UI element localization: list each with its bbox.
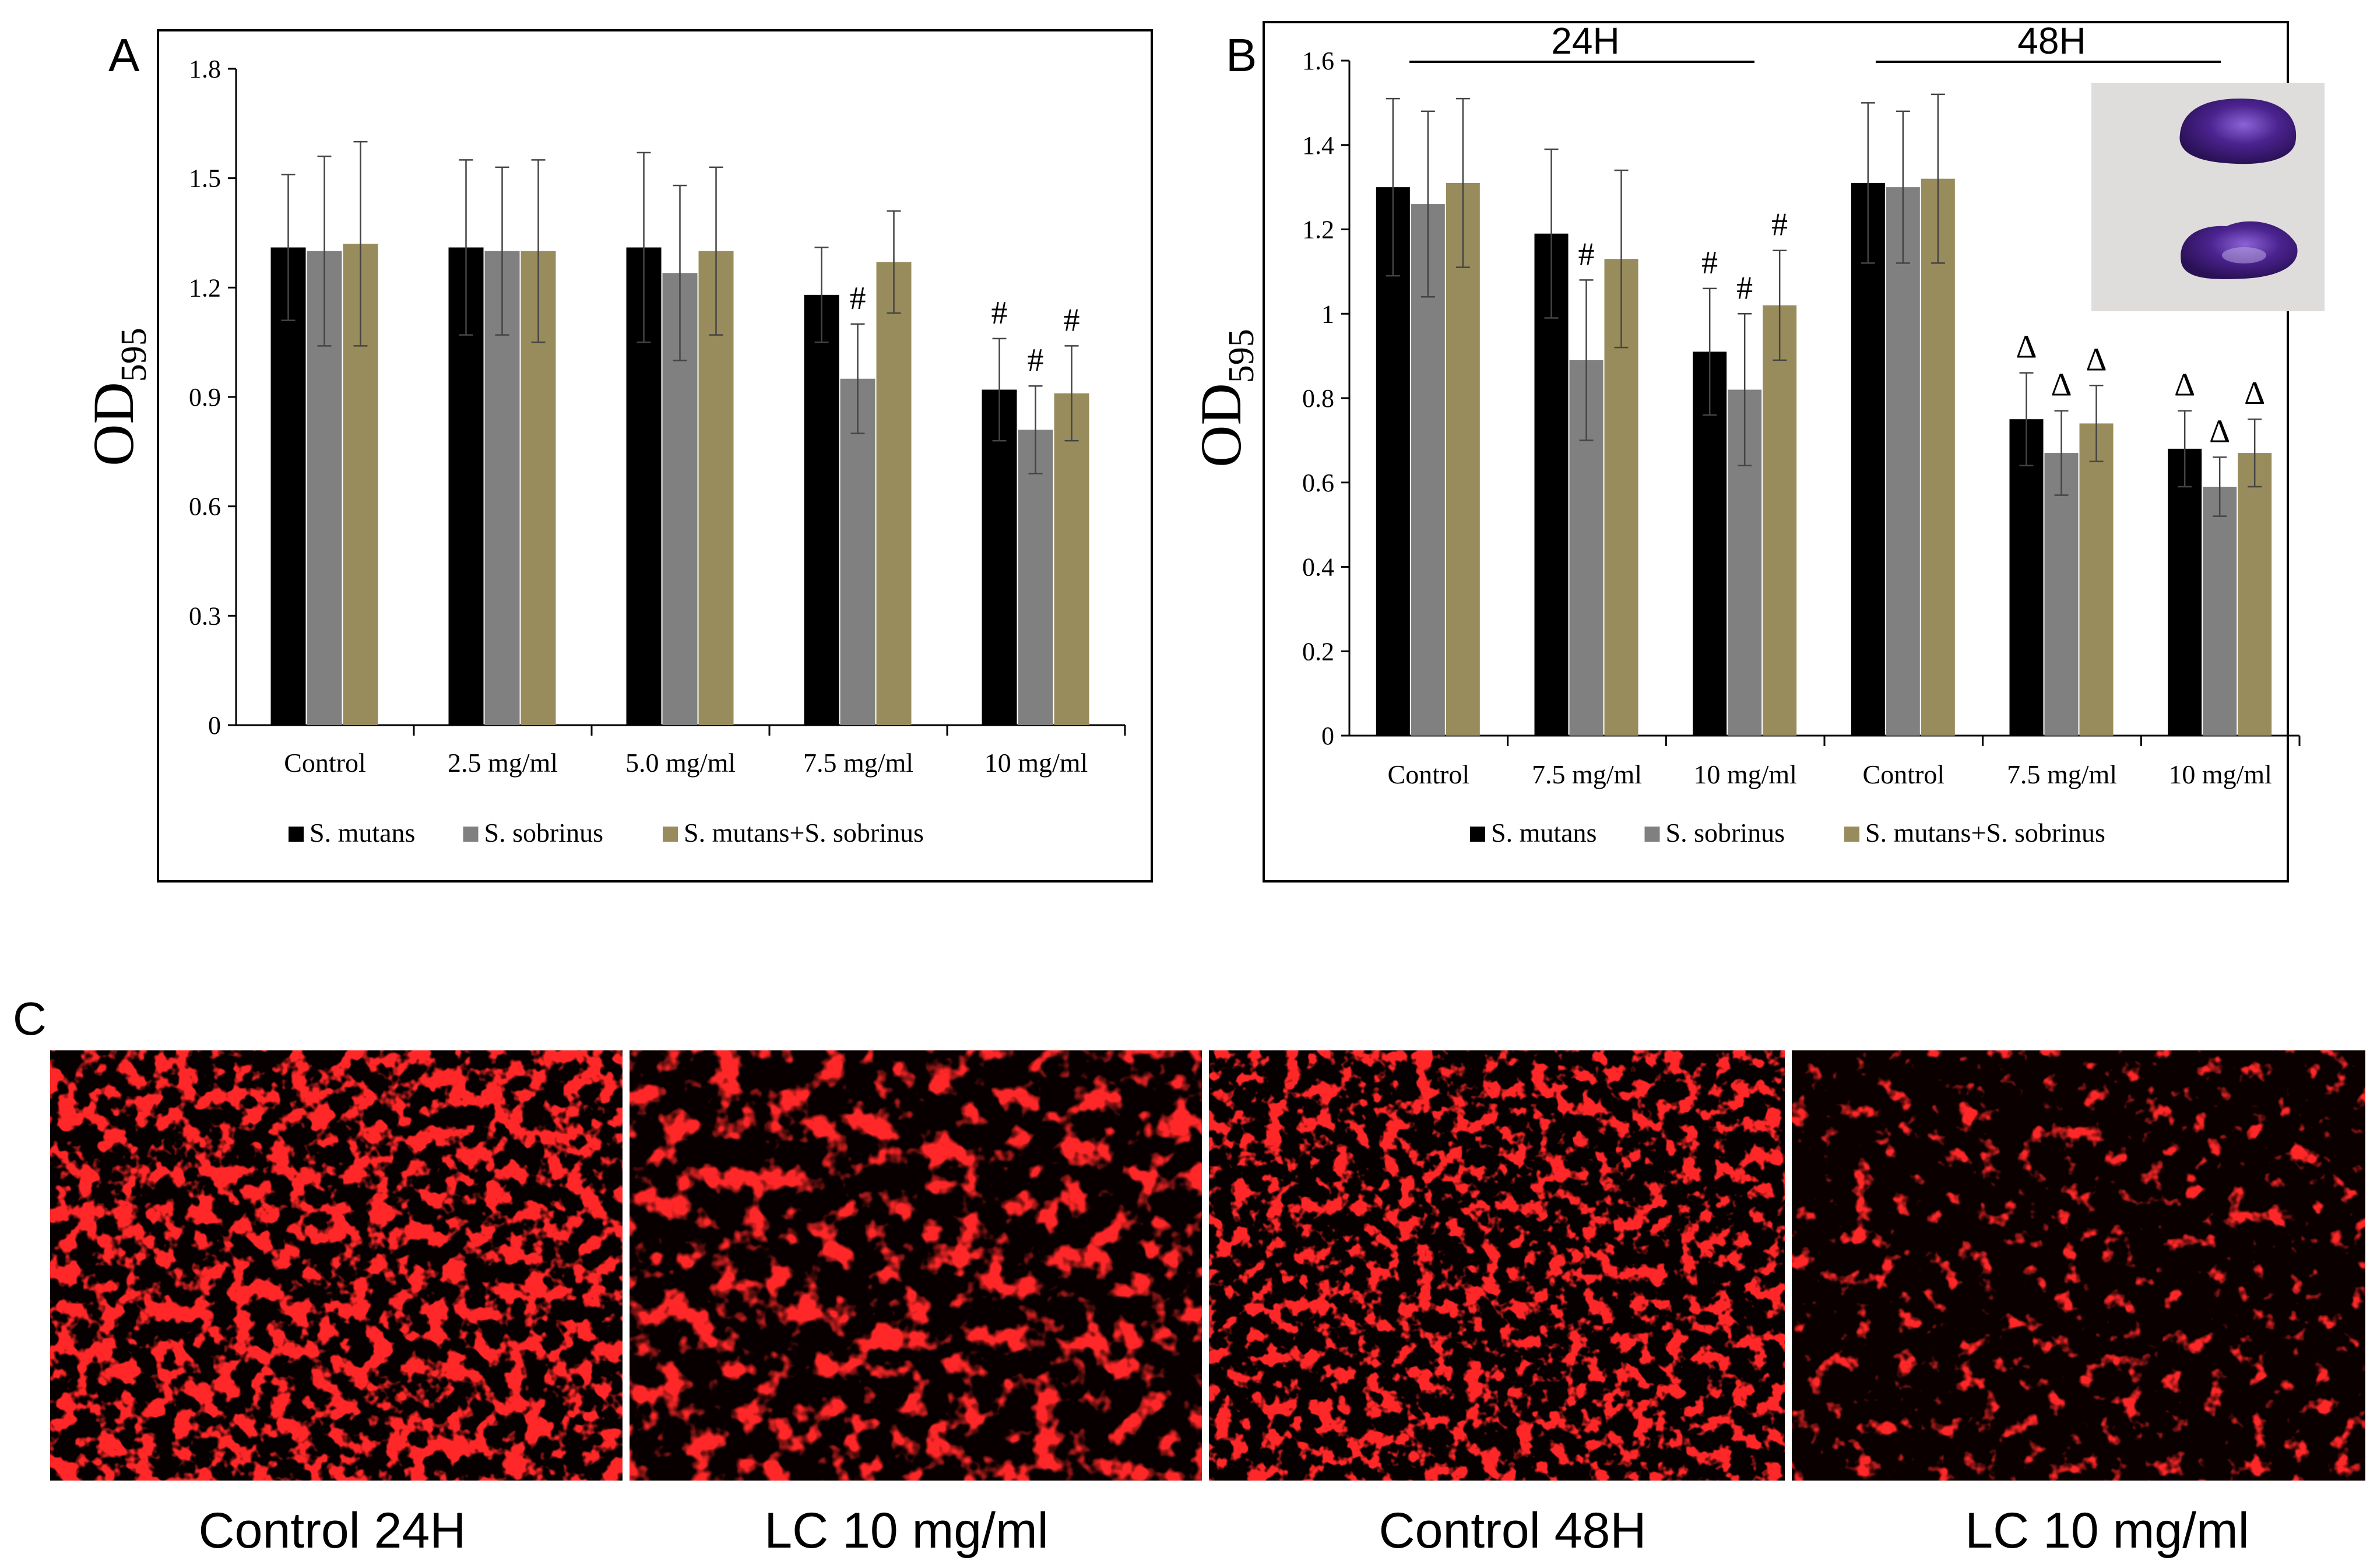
panel-c: C Control 24H LC 10 mg/ml Control 48H LC… — [13, 993, 2365, 1559]
category-label: 10 mg/ml — [984, 748, 1088, 778]
significance-marker: # — [1736, 270, 1753, 306]
category-label: Control — [284, 748, 366, 778]
y-tick-label: 1.2 — [189, 273, 221, 302]
significance-marker: # — [1701, 245, 1718, 281]
micrograph-lc-24h — [630, 1050, 1202, 1481]
chart-b: 0 0.2 0.4 0.6 0.8 1 1.2 1.4 1.6 OD595 Control 7.5 m… — [1188, 47, 2301, 848]
category-label: 7.5 mg/ml — [1532, 760, 1642, 789]
y-tick-label: 1.8 — [189, 55, 221, 83]
chart-a: 0 0.3 0.6 0.9 1.2 1.5 1.8 OD595 Control 2.5 mg/ml… — [81, 55, 1126, 848]
bar — [1376, 187, 1410, 736]
significance-marker: Δ — [2174, 367, 2195, 403]
category-label: 2.5 mg/ml — [448, 748, 558, 778]
legend-swatch — [1644, 827, 1660, 842]
group-label-48h: 48H — [2017, 20, 2086, 62]
bar — [2044, 453, 2079, 736]
significance-marker: # — [850, 280, 866, 317]
significance-marker: Δ — [2016, 329, 2037, 365]
bar — [2079, 423, 2114, 736]
bar — [2203, 486, 2237, 736]
category-label: 5.0 mg/ml — [625, 748, 736, 778]
caption-lc-24h: LC 10 mg/ml — [764, 1503, 1049, 1559]
y-tick-label: 0 — [1321, 722, 1334, 750]
significance-marker: Δ — [2244, 375, 2265, 412]
panel-a: A 0 0.3 0.6 0.9 1.2 1.5 1.8 OD595 Control 2.5 mg/… — [81, 29, 1153, 883]
legend-label: S. mutans — [1491, 818, 1597, 848]
bar — [876, 262, 912, 725]
caption-control-24h: Control 24H — [199, 1503, 466, 1559]
legend-label: S. mutans — [310, 818, 415, 848]
category-label: 10 mg/ml — [2168, 760, 2272, 789]
caption-control-48h: Control 48H — [1379, 1503, 1647, 1559]
y-tick-label: 1.6 — [1302, 47, 1334, 75]
legend-label: S. mutans+S. sobrinus — [684, 818, 924, 848]
bar — [2009, 419, 2044, 736]
y-tick-label: 1.4 — [1302, 131, 1334, 160]
legend-swatch — [289, 827, 304, 842]
y-tick-label: 0.2 — [1302, 637, 1334, 666]
significance-marker: # — [1064, 302, 1080, 338]
y-tick-label: 1.2 — [1302, 216, 1334, 244]
category-label: 7.5 mg/ml — [803, 748, 913, 778]
y-axis-label: OD595 — [81, 328, 154, 466]
bar — [1446, 182, 1480, 736]
caption-lc-48h: LC 10 mg/ml — [1965, 1503, 2249, 1559]
bar — [982, 389, 1017, 725]
significance-marker: # — [1028, 342, 1044, 378]
micrograph-control-24h — [50, 1050, 623, 1481]
significance-marker: # — [1771, 207, 1788, 243]
significance-marker: Δ — [2086, 342, 2107, 378]
bar — [1851, 182, 1885, 736]
category-label: Control — [1388, 760, 1470, 789]
bar — [804, 294, 839, 725]
legend-label: S. sobrinus — [484, 818, 603, 848]
category-label: Control — [1863, 760, 1945, 789]
bar — [1886, 187, 1920, 736]
category-label: 7.5 mg/ml — [2007, 760, 2117, 789]
y-tick-label: 0 — [208, 711, 221, 740]
y-tick-label: 1 — [1321, 300, 1334, 328]
stained-sample-top — [2179, 99, 2297, 164]
bar — [1054, 393, 1089, 725]
significance-marker: # — [1578, 236, 1595, 272]
category-label: 10 mg/ml — [1693, 760, 1797, 789]
y-tick-label: 0.6 — [1302, 469, 1334, 497]
legend-swatch — [1470, 827, 1485, 842]
bar — [1763, 305, 1797, 736]
y-tick-label: 0.3 — [189, 602, 221, 630]
bar — [1921, 178, 1955, 736]
y-tick-label: 0.8 — [1302, 384, 1334, 413]
y-tick-label: 0.9 — [189, 383, 221, 412]
legend-swatch — [1844, 827, 1859, 842]
bar — [1018, 430, 1053, 725]
micrograph-control-48h — [1209, 1050, 1785, 1481]
panel-a-letter: A — [108, 29, 140, 81]
inset-photo — [2091, 83, 2325, 311]
significance-marker: # — [991, 295, 1008, 331]
panel-c-letter: C — [13, 993, 47, 1045]
micrograph-lc-48h — [1792, 1050, 2365, 1481]
panel-b-letter: B — [1226, 29, 1257, 81]
bar — [270, 247, 306, 725]
panel-b: B 0 0.2 0.4 0.6 0.8 1 1.2 1.4 1.6 OD595 Control 7.5… — [1188, 20, 2325, 883]
bar — [2168, 448, 2202, 736]
significance-marker: Δ — [2209, 413, 2230, 449]
significance-marker: Δ — [2051, 367, 2072, 403]
y-tick-label: 0.6 — [189, 493, 221, 521]
legend-swatch — [463, 827, 479, 842]
group-label-24h: 24H — [1551, 20, 1619, 62]
bar — [840, 378, 875, 725]
bar — [2238, 453, 2272, 736]
y-axis-label: OD595 — [1188, 329, 1261, 467]
legend-swatch — [663, 827, 678, 842]
y-tick-label: 1.5 — [189, 164, 221, 193]
legend-label: S. mutans+S. sobrinus — [1865, 818, 2105, 848]
legend-label: S. sobrinus — [1666, 818, 1785, 848]
y-tick-label: 0.4 — [1302, 553, 1334, 582]
